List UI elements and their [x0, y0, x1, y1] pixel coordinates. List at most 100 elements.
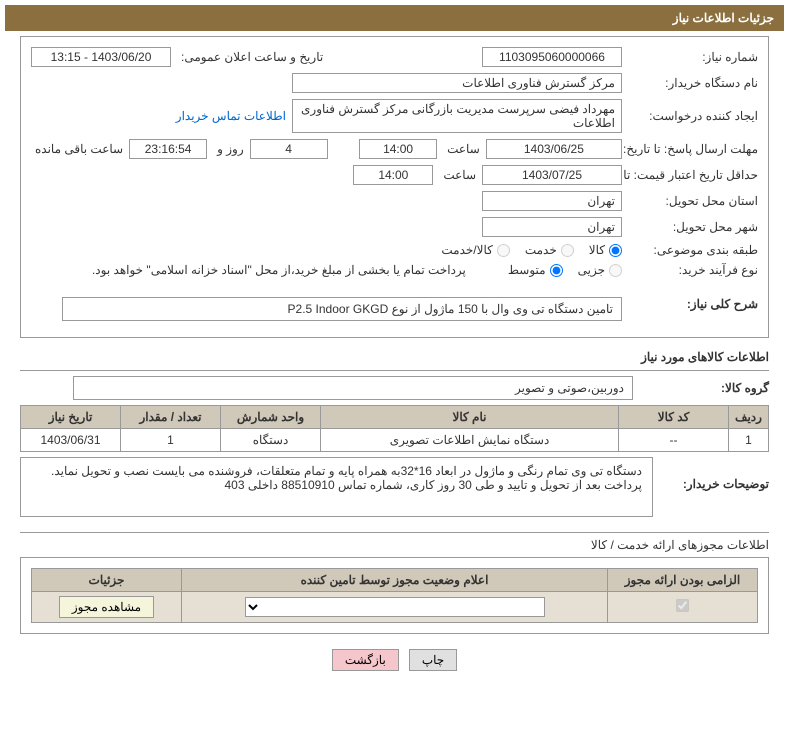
cell-name: دستگاه نمایش اطلاعات تصویری [321, 429, 619, 452]
time-label-1: ساعت [443, 142, 480, 156]
th-unit: واحد شمارش [221, 406, 321, 429]
cell-mandatory [608, 592, 758, 623]
row-category: طبقه بندی موضوعی: کالا خدمت کالا/خدمت [31, 243, 758, 257]
need-number-field: 1103095060000066 [482, 47, 622, 67]
announce-field: 1403/06/20 - 13:15 [31, 47, 171, 67]
row-requester: ایجاد کننده درخواست: مهرداد فیضی سرپرست … [31, 99, 758, 133]
row-description: شرح کلی نیاز: تامین دستگاه تی وی وال با … [31, 297, 758, 321]
radio-medium-label: متوسط [508, 263, 546, 277]
validity-time-field: 14:00 [353, 165, 433, 185]
radio-goods-service-input[interactable] [497, 244, 510, 257]
th-details: جزئیات [32, 569, 182, 592]
back-button[interactable]: بازگشت [332, 649, 399, 671]
goods-table-container: ردیف کد کالا نام کالا واحد شمارش تعداد /… [20, 405, 769, 452]
deadline-label: مهلت ارسال پاسخ: تا تاریخ: [628, 142, 758, 156]
row-need-number: شماره نیاز: 1103095060000066 تاریخ و ساع… [31, 47, 758, 67]
row-goods-group: گروه کالا: دوربین،صوتی و تصویر [20, 376, 769, 400]
city-field: تهران [482, 217, 622, 237]
goods-group-label: گروه کالا: [639, 381, 769, 395]
buyer-notes-row: توضیحات خریدار: دستگاه تی وی تمام رنگی و… [20, 457, 769, 517]
buyer-contact-link[interactable]: اطلاعات تماس خریدار [176, 109, 286, 123]
row-buyer-org: نام دستگاه خریدار: مرکز گسترش فناوری اطل… [31, 73, 758, 93]
days-remaining-field: 4 [250, 139, 328, 159]
radio-partial-input[interactable] [609, 264, 622, 277]
th-name: نام کالا [321, 406, 619, 429]
announce-label: تاریخ و ساعت اعلان عمومی: [177, 50, 323, 64]
time-label-2: ساعت [439, 168, 476, 182]
radio-partial[interactable]: جزیی [578, 263, 622, 277]
buyer-org-label: نام دستگاه خریدار: [628, 76, 758, 90]
action-bar: چاپ بازگشت [0, 649, 789, 671]
row-deadline: مهلت ارسال پاسخ: تا تاریخ: 1403/06/25 سا… [31, 139, 758, 159]
radio-service-input[interactable] [561, 244, 574, 257]
cell-row: 1 [729, 429, 769, 452]
radio-goods-service-label: کالا/خدمت [441, 243, 492, 257]
need-number-label: شماره نیاز: [628, 50, 758, 64]
cell-details: مشاهده مجوز [32, 592, 182, 623]
th-mandatory: الزامی بودن ارائه مجوز [608, 569, 758, 592]
license-container: الزامی بودن ارائه مجوز اعلام وضعیت مجوز … [20, 557, 769, 634]
license-section-header: اطلاعات مجوزهای ارائه خدمت / کالا [20, 532, 769, 552]
description-label: شرح کلی نیاز: [628, 297, 758, 311]
view-license-button[interactable]: مشاهده مجوز [59, 596, 154, 618]
cell-unit: دستگاه [221, 429, 321, 452]
radio-medium-input[interactable] [550, 264, 563, 277]
goods-info-title: اطلاعات کالاهای مورد نیاز [20, 350, 769, 364]
mandatory-checkbox [676, 599, 689, 612]
row-city: شهر محل تحویل: تهران [31, 217, 758, 237]
requester-label: ایجاد کننده درخواست: [628, 109, 758, 123]
goods-table: ردیف کد کالا نام کالا واحد شمارش تعداد /… [20, 405, 769, 452]
cell-status [182, 592, 608, 623]
radio-medium[interactable]: متوسط [508, 263, 563, 277]
validity-label: حداقل تاریخ اعتبار قیمت: تا تاریخ: [628, 168, 758, 182]
category-radio-group: کالا خدمت کالا/خدمت [441, 243, 622, 257]
print-button[interactable]: چاپ [409, 649, 457, 671]
row-province: استان محل تحویل: تهران [31, 191, 758, 211]
th-row: ردیف [729, 406, 769, 429]
validity-date-field: 1403/07/25 [482, 165, 622, 185]
radio-goods-service[interactable]: کالا/خدمت [441, 243, 509, 257]
table-row: 1 -- دستگاه نمایش اطلاعات تصویری دستگاه … [21, 429, 769, 452]
divider-1 [20, 370, 769, 371]
goods-group-field: دوربین،صوتی و تصویر [73, 376, 633, 400]
deadline-date-field: 1403/06/25 [486, 139, 622, 159]
th-code: کد کالا [619, 406, 729, 429]
requester-field: مهرداد فیضی سرپرست مدیریت بازرگانی مرکز … [292, 99, 622, 133]
radio-partial-label: جزیی [578, 263, 605, 277]
page-header: جزئیات اطلاعات نیاز [5, 5, 784, 31]
row-purchase-type: نوع فرآیند خرید: جزیی متوسط پرداخت تمام … [31, 263, 758, 277]
license-row: مشاهده مجوز [32, 592, 758, 623]
status-select[interactable] [245, 597, 545, 617]
radio-goods-input[interactable] [609, 244, 622, 257]
license-table: الزامی بودن ارائه مجوز اعلام وضعیت مجوز … [31, 568, 758, 623]
row-validity: حداقل تاریخ اعتبار قیمت: تا تاریخ: 1403/… [31, 165, 758, 185]
description-field: تامین دستگاه تی وی وال با 150 ماژول از ن… [62, 297, 622, 321]
page-title: جزئیات اطلاعات نیاز [673, 11, 774, 25]
payment-note: پرداخت تمام یا بخشی از مبلغ خرید،از محل … [92, 263, 466, 277]
th-qty: تعداد / مقدار [121, 406, 221, 429]
time-remaining-field: 23:16:54 [129, 139, 207, 159]
main-form-container: شماره نیاز: 1103095060000066 تاریخ و ساع… [20, 36, 769, 338]
purchase-type-radio-group: جزیی متوسط [508, 263, 622, 277]
radio-service-label: خدمت [525, 243, 557, 257]
cell-date: 1403/06/31 [21, 429, 121, 452]
radio-goods-label: کالا [589, 243, 605, 257]
time-remaining-label: ساعت باقی مانده [31, 142, 123, 156]
purchase-type-label: نوع فرآیند خرید: [628, 263, 758, 277]
category-label: طبقه بندی موضوعی: [628, 243, 758, 257]
radio-goods[interactable]: کالا [589, 243, 622, 257]
province-label: استان محل تحویل: [628, 194, 758, 208]
cell-code: -- [619, 429, 729, 452]
buyer-org-field: مرکز گسترش فناوری اطلاعات [292, 73, 622, 93]
license-section-title: اطلاعات مجوزهای ارائه خدمت / کالا [591, 538, 769, 552]
deadline-time-field: 14:00 [359, 139, 437, 159]
province-field: تهران [482, 191, 622, 211]
cell-qty: 1 [121, 429, 221, 452]
buyer-notes-label: توضیحات خریدار: [659, 457, 769, 491]
th-date: تاریخ نیاز [21, 406, 121, 429]
th-status: اعلام وضعیت مجوز توسط تامین کننده [182, 569, 608, 592]
radio-service[interactable]: خدمت [525, 243, 574, 257]
buyer-notes-field: دستگاه تی وی تمام رنگی و ماژول در ابعاد … [20, 457, 653, 517]
days-label: روز و [213, 142, 244, 156]
city-label: شهر محل تحویل: [628, 220, 758, 234]
